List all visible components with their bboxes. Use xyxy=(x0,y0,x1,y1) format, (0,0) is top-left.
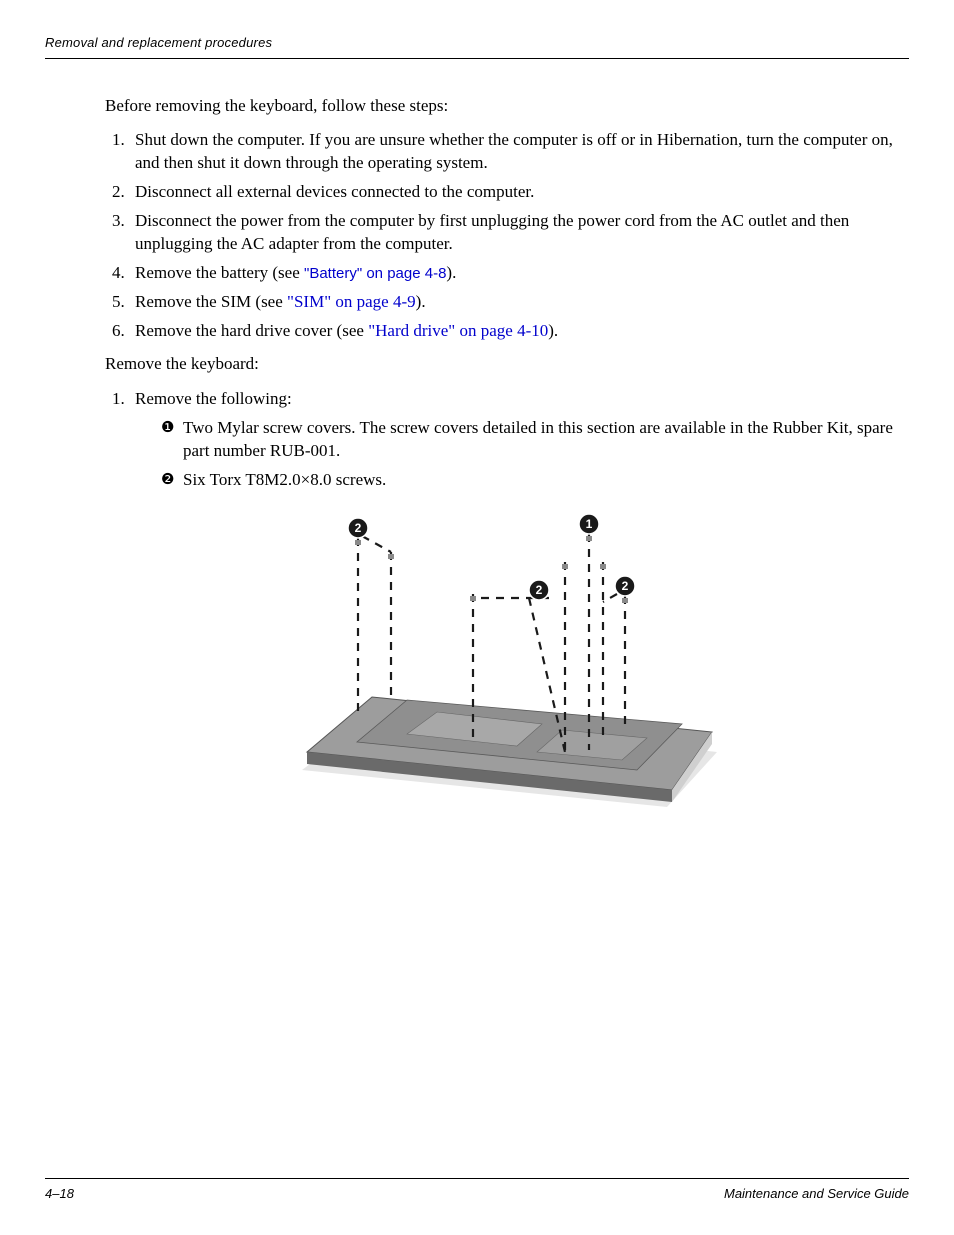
list-item: ❷ Six Torx T8M2.0×8.0 screws. xyxy=(161,469,909,492)
page-footer: 4–18 Maintenance and Service Guide xyxy=(45,1178,909,1203)
sub-step-text: Six Torx T8M2.0×8.0 screws. xyxy=(183,470,386,489)
list-item: ❶ Two Mylar screw covers. The screw cove… xyxy=(161,417,909,463)
intro-paragraph: Before removing the keyboard, follow the… xyxy=(105,95,909,118)
svg-text:1: 1 xyxy=(586,517,593,531)
list-item: Remove the following: ❶ Two Mylar screw … xyxy=(129,388,909,492)
list-item: Remove the battery (see "Battery" on pag… xyxy=(129,262,909,285)
main-content: Before removing the keyboard, follow the… xyxy=(45,59,909,849)
svg-text:2: 2 xyxy=(355,521,362,535)
svg-text:2: 2 xyxy=(536,583,543,597)
callout-2-icon: 2 xyxy=(348,518,368,538)
xref-link-battery[interactable]: "Battery" on page 4-8 xyxy=(304,265,446,282)
list-item: Shut down the computer. If you are unsur… xyxy=(129,129,909,175)
laptop-base-diagram: 2 1 2 2 xyxy=(287,502,727,842)
pointer-line xyxy=(362,536,391,552)
list-item: Disconnect the power from the computer b… xyxy=(129,210,909,256)
circled-marker-1-icon: ❶ xyxy=(161,417,174,438)
screw-icon xyxy=(562,564,568,569)
callout-2-icon: 2 xyxy=(529,580,549,600)
svg-text:2: 2 xyxy=(622,579,629,593)
callout-1-icon: 1 xyxy=(579,514,599,534)
remove-steps-list: Remove the following: ❶ Two Mylar screw … xyxy=(129,388,909,492)
screw-icon xyxy=(600,564,606,569)
prep-steps-list: Shut down the computer. If you are unsur… xyxy=(129,129,909,343)
step-text: ). xyxy=(548,321,558,340)
screw-icon xyxy=(622,598,628,603)
screw-icon xyxy=(586,536,592,541)
step-text: Remove the SIM (see xyxy=(135,292,287,311)
sub-step-list: ❶ Two Mylar screw covers. The screw cove… xyxy=(161,417,909,492)
figure: 2 1 2 2 xyxy=(105,502,909,849)
xref-link-sim[interactable]: "SIM" on page 4-9 xyxy=(287,292,416,311)
pointer-line xyxy=(603,594,617,602)
list-item: Disconnect all external devices connecte… xyxy=(129,181,909,204)
screw-icon xyxy=(388,554,394,559)
page: Removal and replacement procedures Befor… xyxy=(0,0,954,1235)
sub-step-text: Two Mylar screw covers. The screw covers… xyxy=(183,418,893,460)
screw-icon xyxy=(470,596,476,601)
xref-link-harddrive[interactable]: "Hard drive" on page 4-10 xyxy=(368,321,548,340)
running-header: Removal and replacement procedures xyxy=(45,34,909,58)
page-number: 4–18 xyxy=(45,1185,74,1203)
circled-marker-2-icon: ❷ xyxy=(161,469,174,490)
screw-icon xyxy=(355,540,361,545)
footer-rule xyxy=(45,1178,909,1179)
callout-2-icon: 2 xyxy=(615,576,635,596)
step-text: ). xyxy=(446,263,456,282)
step-text: Remove the following: xyxy=(135,389,292,408)
step-text: Remove the battery (see xyxy=(135,263,304,282)
doc-title: Maintenance and Service Guide xyxy=(724,1185,909,1203)
step-text: ). xyxy=(416,292,426,311)
list-item: Remove the hard drive cover (see "Hard d… xyxy=(129,320,909,343)
remove-keyboard-heading: Remove the keyboard: xyxy=(45,354,259,373)
list-item: Remove the SIM (see "SIM" on page 4-9). xyxy=(129,291,909,314)
step-text: Remove the hard drive cover (see xyxy=(135,321,368,340)
